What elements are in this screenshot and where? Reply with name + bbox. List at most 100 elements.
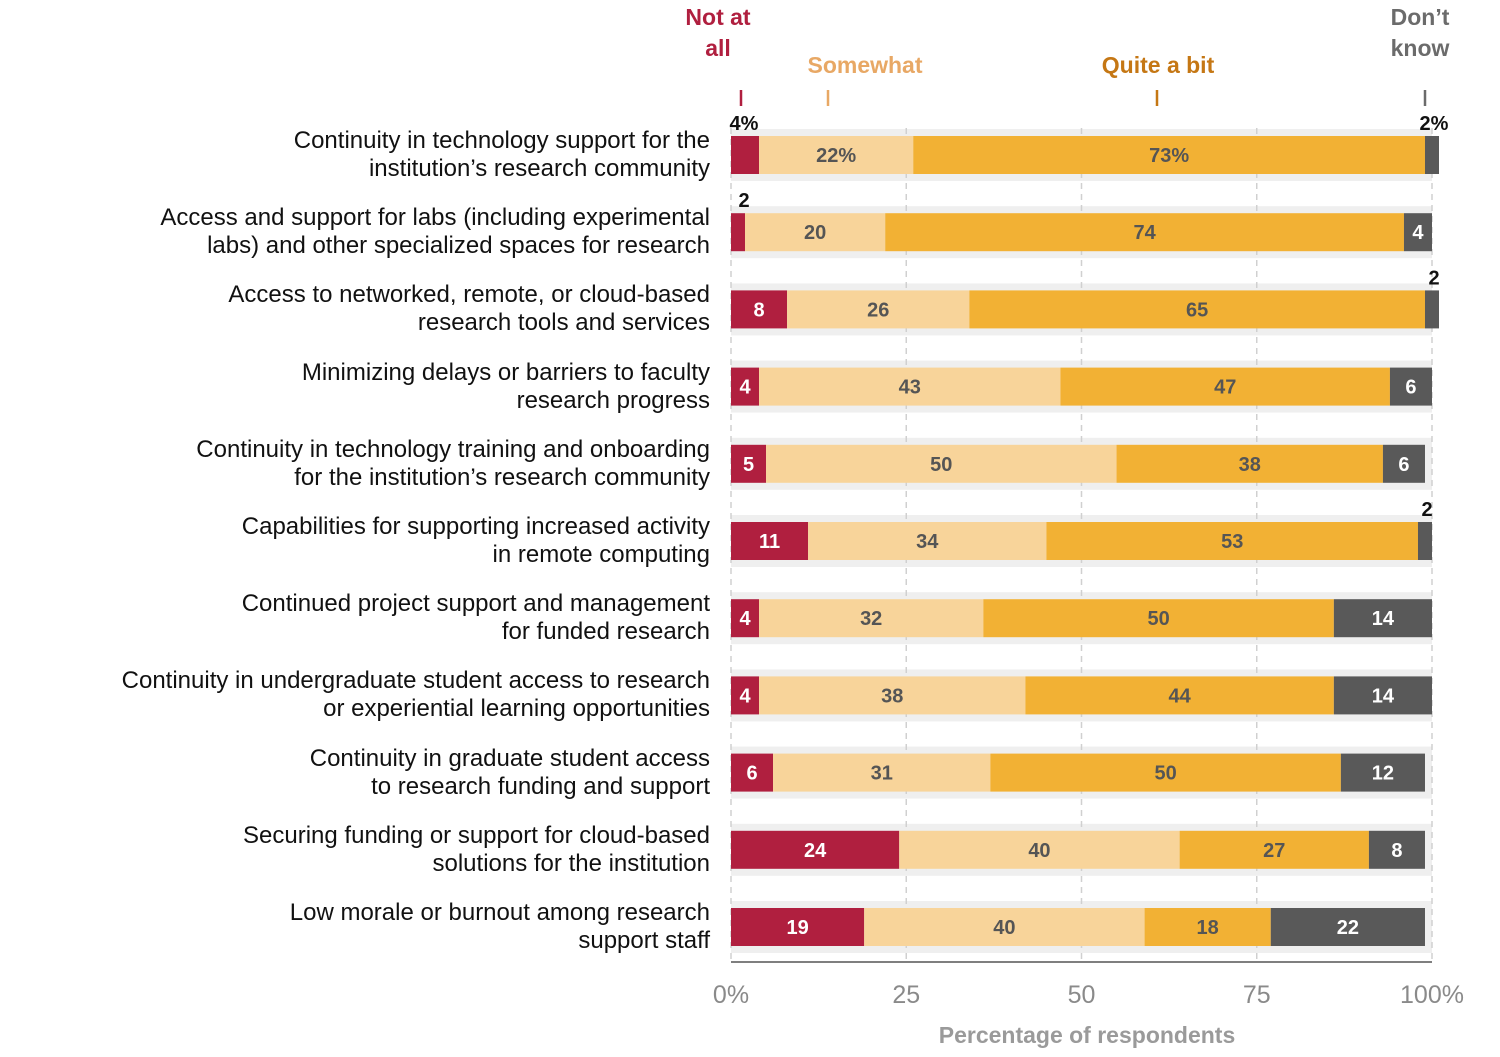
x-tick-label: 0%	[713, 981, 749, 1009]
bar-segment	[731, 136, 760, 174]
category-label: Minimizing delays or barriers to faculty…	[301, 358, 710, 414]
bar-segment	[731, 522, 809, 560]
bar-segment	[1333, 676, 1432, 715]
bar-segment	[1368, 830, 1425, 869]
value-label: 50	[1154, 763, 1176, 785]
value-label: 4	[739, 685, 751, 707]
value-label: 65	[1186, 299, 1208, 321]
legend-label: Not at all	[685, 4, 751, 61]
bar-segment	[1403, 213, 1432, 252]
value-label: 47	[1214, 377, 1236, 399]
bar-segment	[766, 444, 1117, 483]
value-label: 4	[739, 608, 751, 630]
bar-segment	[969, 290, 1425, 329]
bar-segment	[1179, 830, 1369, 869]
value-label: 50	[1147, 608, 1169, 630]
value-label: 4%	[730, 113, 759, 135]
value-label: 6	[1405, 377, 1416, 399]
bar-segment	[1144, 908, 1271, 946]
value-label: 8	[753, 299, 764, 321]
value-label: 5	[743, 454, 754, 476]
value-label: 19	[786, 917, 808, 939]
legend-label: Somewhat	[807, 52, 923, 78]
value-label: 4	[739, 377, 751, 399]
value-label: 44	[1169, 685, 1192, 707]
bar-segment	[1116, 444, 1383, 483]
bar-segment	[808, 522, 1047, 560]
legend-label: Don’t know	[1390, 4, 1450, 61]
value-label: 8	[1391, 840, 1402, 862]
bar-segment	[1424, 290, 1440, 329]
value-label: 31	[871, 763, 893, 785]
bar-segment	[773, 753, 991, 792]
value-label: 4	[1412, 222, 1424, 244]
bar-segment	[731, 908, 865, 946]
bar-segment	[913, 136, 1425, 174]
x-axis-title: Percentage of respondents	[939, 1022, 1236, 1048]
value-label: 38	[1239, 454, 1261, 476]
bar-segment	[731, 367, 760, 406]
value-label: 12	[1372, 763, 1394, 785]
bar-segment	[1424, 136, 1440, 174]
value-label: 53	[1221, 531, 1243, 553]
value-label: 38	[881, 685, 903, 707]
bar-segment	[731, 213, 746, 252]
category-label: Continued project support and management…	[241, 590, 710, 646]
value-label: 26	[867, 299, 889, 321]
value-label: 20	[804, 222, 826, 244]
bar-segment	[759, 136, 914, 174]
bar-segment	[731, 444, 767, 483]
bar-segment	[759, 676, 1026, 715]
value-label: 40	[1028, 840, 1050, 862]
value-label: 22	[1337, 917, 1359, 939]
value-label: 74	[1133, 222, 1156, 244]
category-label: Continuity in technology training and on…	[196, 435, 710, 491]
value-label: 2	[1421, 499, 1432, 521]
bar-segment	[759, 367, 1061, 406]
bar-segment	[899, 830, 1180, 869]
bar-segment	[731, 599, 760, 638]
category-label: Access to networked, remote, or cloud-ba…	[228, 281, 710, 337]
bar-segment	[1382, 444, 1425, 483]
bar-segment	[731, 676, 760, 715]
bar-segment	[731, 753, 774, 792]
bar-segment	[1270, 908, 1425, 946]
bar-segment	[1333, 599, 1432, 638]
x-tick-label: 75	[1243, 981, 1271, 1009]
value-label: 11	[759, 531, 780, 553]
bar-segment	[787, 290, 970, 329]
bar-segment	[1417, 522, 1432, 560]
bar-segment	[1046, 522, 1418, 560]
grid	[730, 128, 1433, 962]
x-tick-label: 25	[892, 981, 920, 1009]
value-label: 14	[1372, 608, 1395, 630]
value-label: 34	[916, 531, 939, 553]
value-label: 18	[1197, 917, 1219, 939]
category-label: Low morale or burnout among research sup…	[289, 899, 710, 954]
bar-segment	[759, 599, 984, 638]
category-label: Continuity in undergraduate student acce…	[121, 667, 710, 723]
value-label: 14	[1372, 685, 1395, 707]
bar-segment	[1340, 753, 1425, 792]
value-label: 2	[1428, 267, 1439, 289]
bar-segment	[1389, 367, 1432, 406]
value-label: 6	[746, 763, 757, 785]
value-label: 43	[899, 377, 921, 399]
bar-segment	[864, 908, 1145, 946]
value-label: 73%	[1149, 145, 1189, 167]
value-label: 2	[738, 190, 749, 212]
bar-segment	[983, 599, 1334, 638]
value-label: 6	[1398, 454, 1409, 476]
bar-segment	[1025, 676, 1334, 715]
value-label: 27	[1263, 840, 1285, 862]
category-label: Securing funding or support for cloud-ba…	[243, 821, 710, 877]
bar-segment	[731, 290, 788, 329]
x-tick-label: 50	[1068, 981, 1096, 1009]
category-label: Continuity in graduate student access to…	[309, 744, 710, 800]
bars	[731, 136, 1440, 946]
legend-label: Quite a bit	[1101, 52, 1215, 78]
value-label: 32	[860, 608, 882, 630]
bar-segment	[731, 830, 900, 869]
bar-segment	[990, 753, 1341, 792]
